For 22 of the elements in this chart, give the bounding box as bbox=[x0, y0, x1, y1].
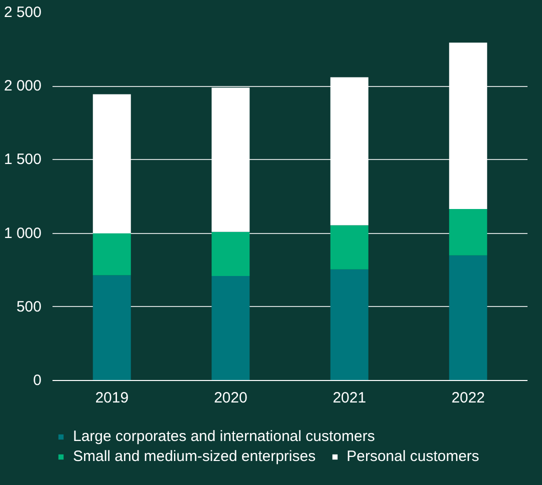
bar bbox=[92, 275, 131, 380]
legend-label: Large corporates and international customers bbox=[73, 428, 375, 445]
x-tick-label: 2019 bbox=[95, 390, 129, 406]
y-tick-label: 2 000 bbox=[4, 78, 42, 95]
bar bbox=[212, 276, 250, 380]
legend-label: Personal customers bbox=[346, 448, 480, 465]
bar bbox=[449, 255, 488, 380]
bar bbox=[92, 94, 131, 234]
y-tick-label: 2 500 bbox=[4, 4, 42, 21]
bar bbox=[212, 232, 250, 276]
x-tick-label: 2022 bbox=[451, 390, 485, 406]
x-tick-label: 2021 bbox=[332, 390, 366, 406]
y-tick-label: 500 bbox=[16, 298, 42, 316]
bar bbox=[330, 225, 368, 270]
y-tick-label: 0 bbox=[33, 372, 42, 389]
y-tick-label: 1 500 bbox=[4, 151, 42, 168]
bar bbox=[330, 269, 368, 380]
y-tick-label: 1 000 bbox=[4, 224, 42, 242]
x-tick-label: 2020 bbox=[214, 390, 248, 406]
legend-label: Small and medium-sized enterprises bbox=[73, 448, 316, 465]
bar bbox=[92, 233, 131, 276]
bar bbox=[449, 209, 488, 256]
